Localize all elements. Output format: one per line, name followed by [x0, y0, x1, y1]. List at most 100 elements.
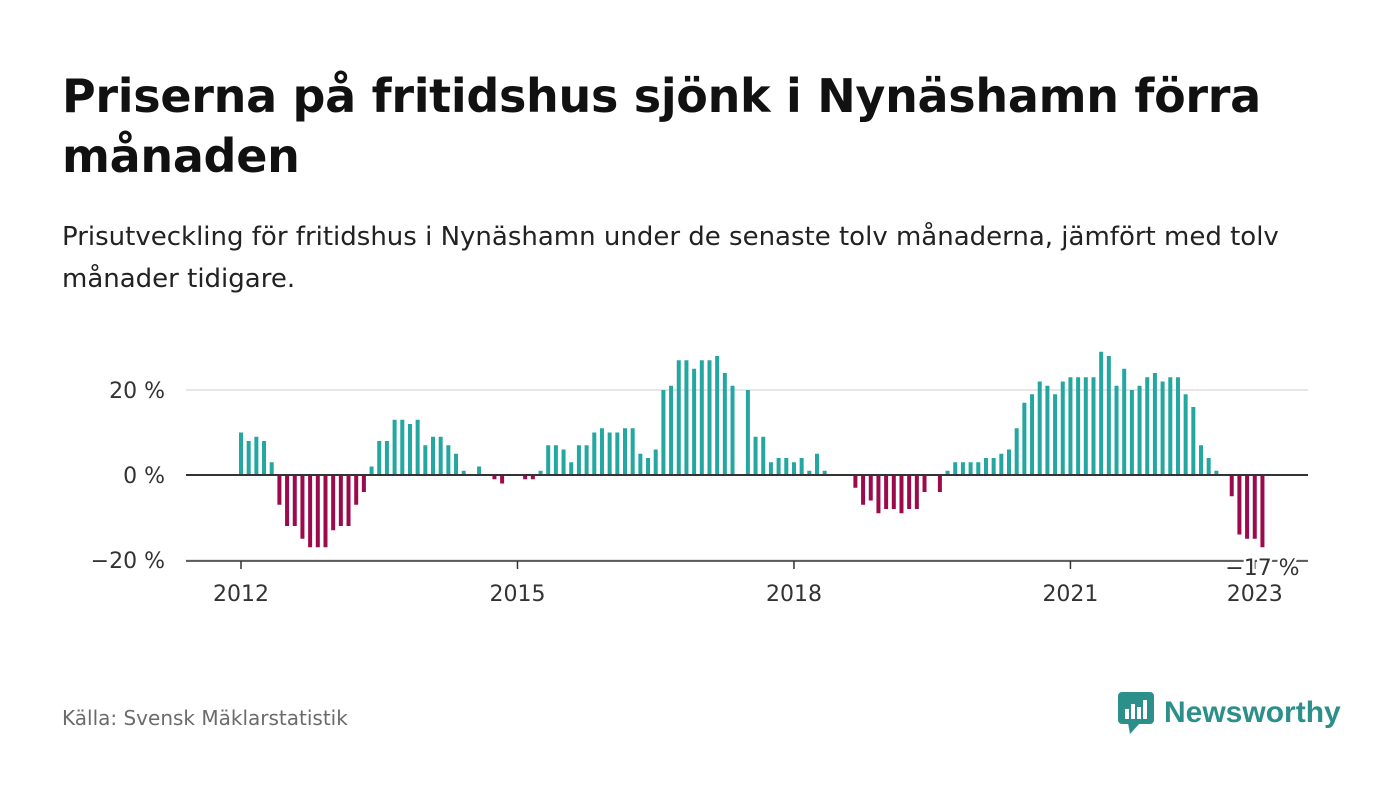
- bar: [407, 424, 412, 475]
- bar: [983, 458, 988, 475]
- x-tick-label: 2012: [213, 582, 269, 607]
- chart-subtitle: Prisutveckling för fritidshus i Nynäsham…: [62, 222, 1279, 294]
- bar: [492, 475, 497, 480]
- bar: [431, 436, 435, 475]
- bar: [523, 475, 528, 480]
- bar: [1083, 377, 1088, 475]
- bar: [968, 462, 973, 475]
- bar: [285, 475, 290, 526]
- bar: [1076, 377, 1081, 475]
- bar: [1152, 373, 1157, 475]
- bar: [1245, 475, 1250, 539]
- bar: [477, 466, 482, 475]
- bar: [1137, 385, 1142, 475]
- bar: [692, 368, 697, 475]
- brand-name: Newsworthy: [1164, 696, 1341, 729]
- bar: [346, 475, 351, 526]
- bar: [254, 436, 259, 475]
- bar: [891, 475, 896, 509]
- bar: [377, 441, 382, 475]
- bar: [853, 475, 858, 488]
- bar: [607, 432, 612, 475]
- bar: [1037, 381, 1042, 475]
- x-tick-label: 2023: [1227, 582, 1283, 607]
- bar: [1091, 377, 1096, 475]
- bar: [354, 475, 359, 505]
- bar: [308, 475, 313, 548]
- bar: [815, 453, 819, 475]
- bar: [761, 436, 766, 475]
- bar: [922, 475, 927, 492]
- bar: [669, 385, 674, 475]
- bar: [1122, 368, 1127, 475]
- x-tick-label: 2021: [1042, 582, 1098, 607]
- bar: [861, 475, 866, 505]
- bar: [292, 475, 297, 526]
- last-value-label: −17 %: [1225, 556, 1299, 581]
- bar: [753, 436, 758, 475]
- bar: [1060, 381, 1065, 475]
- bar: [1068, 377, 1073, 475]
- bar: [799, 458, 804, 475]
- bar: [707, 360, 712, 475]
- bar: [1252, 475, 1257, 539]
- bar: [569, 462, 574, 475]
- bar: [1199, 445, 1203, 475]
- bar: [937, 475, 942, 492]
- bar: [246, 441, 251, 475]
- bar: [423, 445, 428, 475]
- bar: [384, 441, 389, 475]
- bar: [1145, 377, 1150, 475]
- bar: [615, 432, 620, 475]
- bar: [454, 453, 459, 475]
- bar: [262, 441, 267, 475]
- bar: [1007, 449, 1011, 475]
- bar: [546, 445, 551, 475]
- source-note: Källa: Svensk Mäklarstatistik: [62, 706, 348, 730]
- bar: [592, 432, 597, 475]
- bar: [438, 436, 443, 475]
- bar: [1214, 470, 1219, 475]
- bar: [960, 462, 965, 475]
- bar: [461, 470, 466, 475]
- bar: [415, 419, 420, 475]
- bar: [500, 475, 505, 484]
- bar: [331, 475, 336, 531]
- bar: [868, 475, 873, 501]
- bar: [822, 470, 827, 475]
- bar: [876, 475, 881, 514]
- bar: [300, 475, 305, 539]
- bar: [315, 475, 320, 548]
- bar: [553, 445, 558, 475]
- bar: [277, 475, 282, 505]
- bar: [538, 470, 543, 475]
- bar: [907, 475, 912, 509]
- bar: [1022, 402, 1027, 475]
- bar: [446, 445, 451, 475]
- bar: [807, 470, 812, 475]
- x-tick-label: 2018: [766, 582, 822, 607]
- chart-title: Priserna på fritidshus sjönk i Nynäshamn…: [62, 69, 1261, 183]
- brand-logo[interactable]: Newsworthy: [1118, 690, 1341, 736]
- bar: [1260, 475, 1265, 548]
- bar: [914, 475, 919, 509]
- bar: [400, 419, 405, 475]
- bar: [661, 390, 666, 475]
- bar: [730, 385, 735, 475]
- bar: [392, 419, 397, 475]
- bar: [676, 360, 681, 475]
- y-tick-label: −20 %: [91, 549, 165, 574]
- bar: [530, 475, 535, 480]
- bar: [1129, 390, 1134, 475]
- bar: [776, 458, 781, 475]
- bar: [1053, 394, 1058, 475]
- bar: [1106, 356, 1111, 475]
- bar: [1014, 428, 1019, 475]
- bar: [899, 475, 904, 514]
- bar: [1045, 385, 1050, 475]
- bar: [653, 449, 658, 475]
- bar: [768, 462, 773, 475]
- bar: [646, 458, 651, 475]
- bar: [953, 462, 958, 475]
- axes: 20 % 0 % −20 % 2012 2015 2018 2021 2023−17 %: [91, 379, 1308, 607]
